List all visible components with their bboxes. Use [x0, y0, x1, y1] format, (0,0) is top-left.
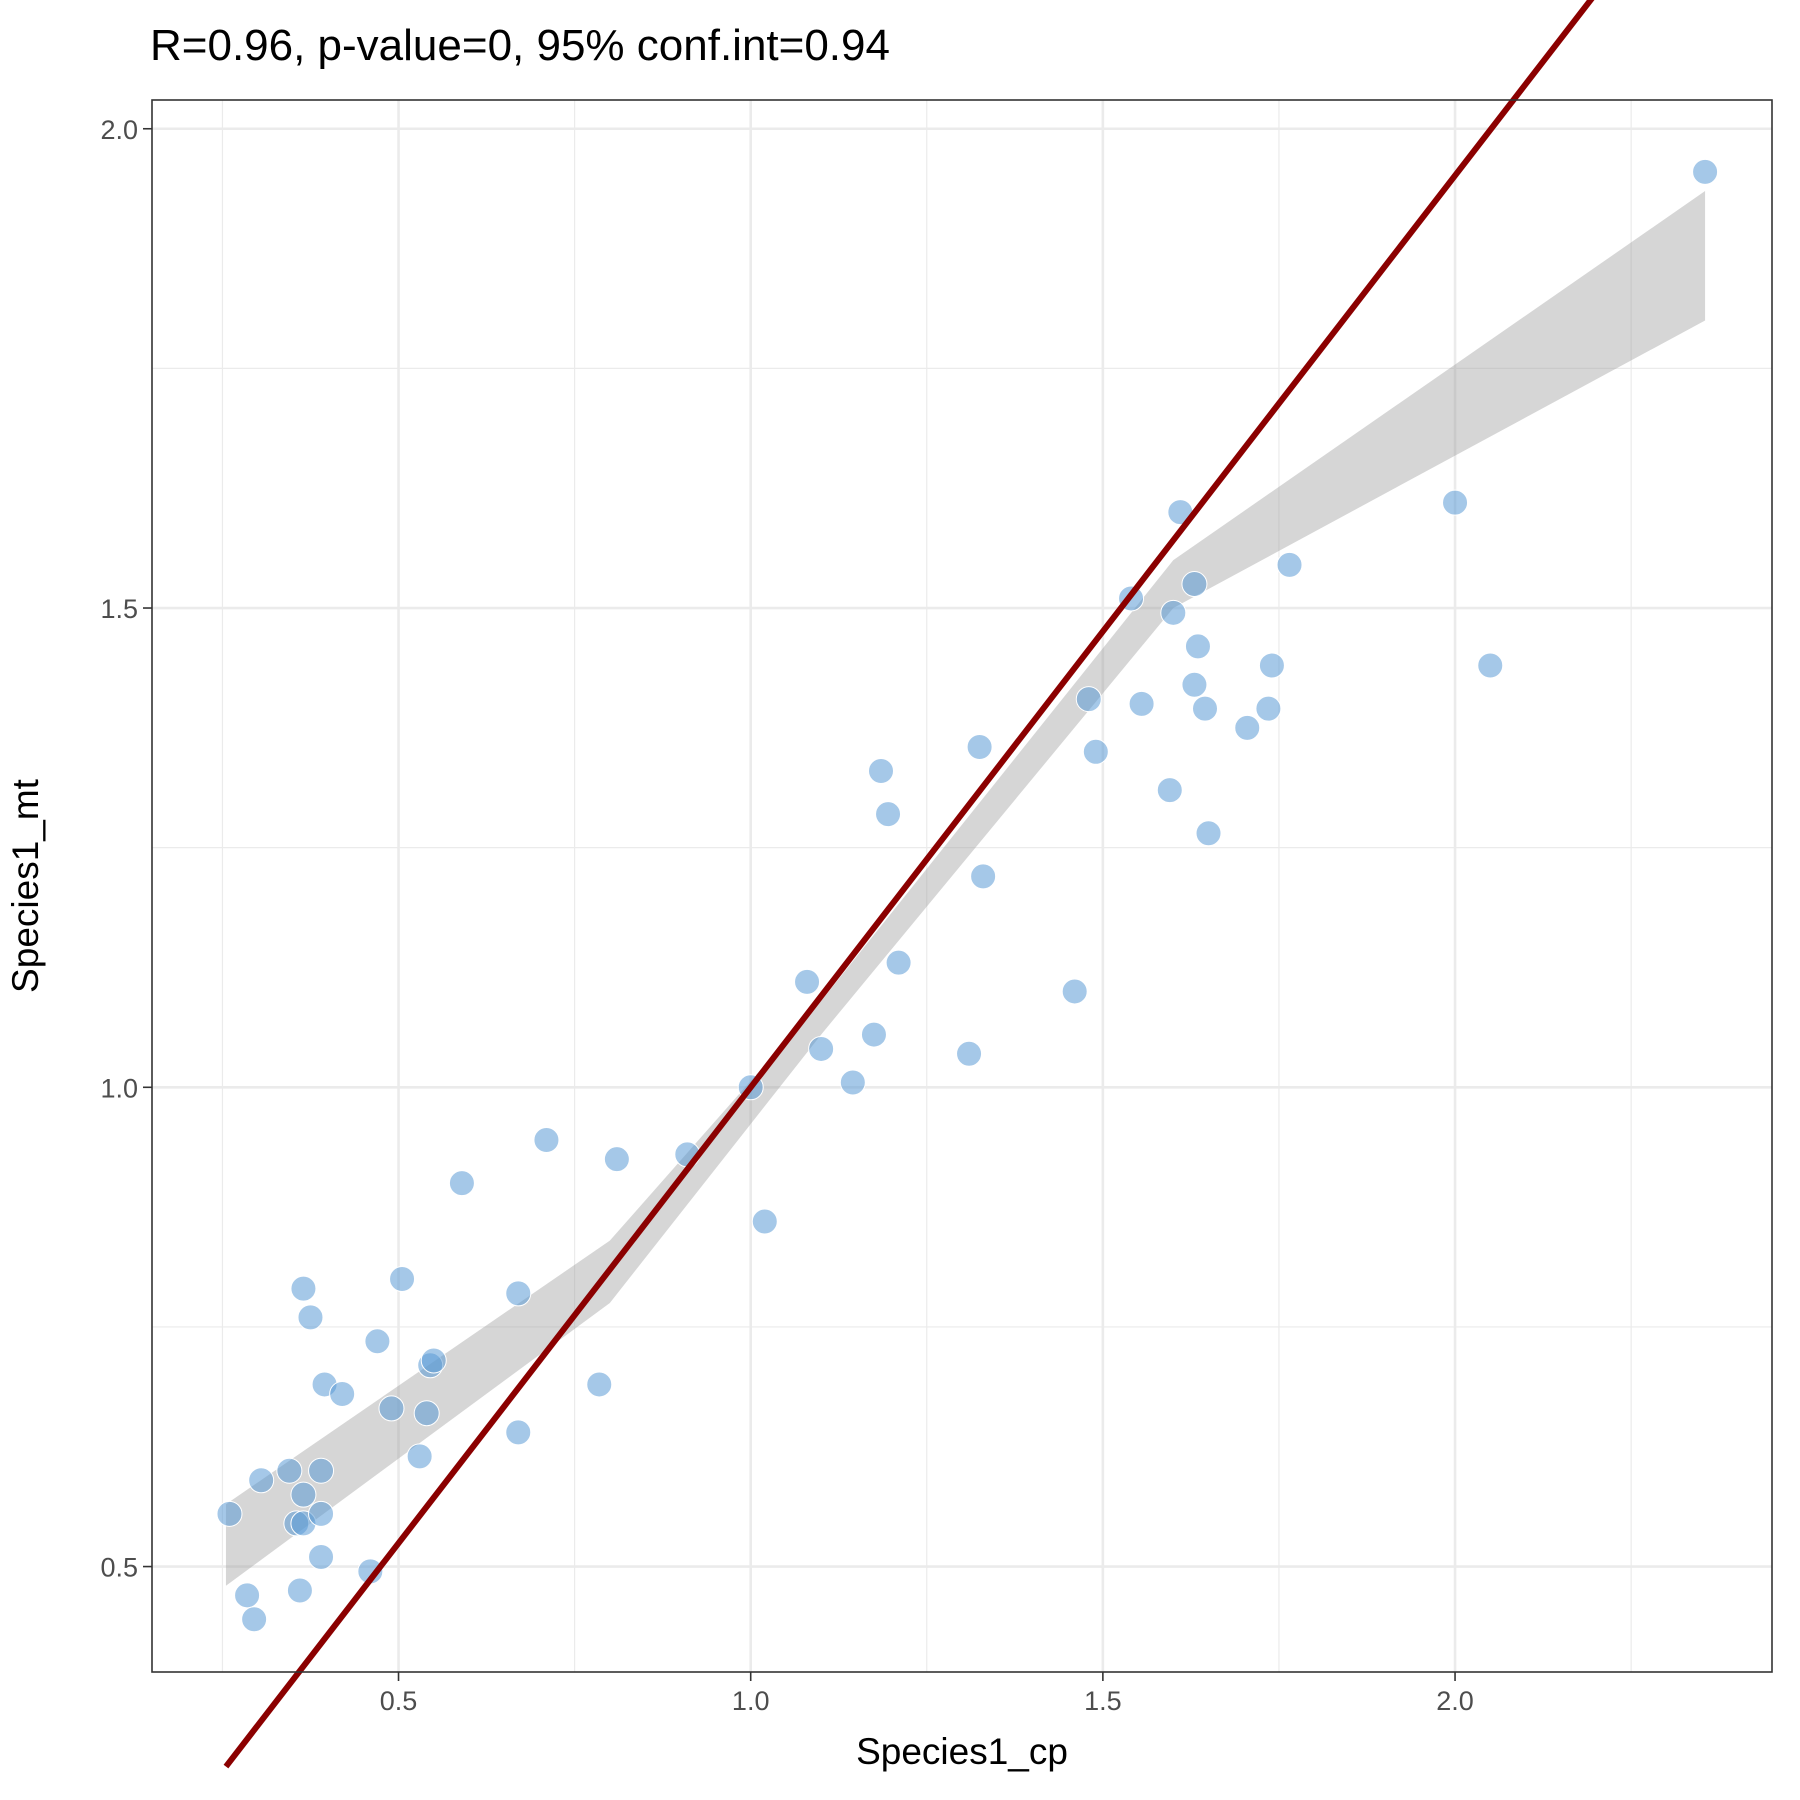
data-point: [216, 1500, 243, 1527]
x-tick-label: 2.0: [1436, 1686, 1474, 1716]
data-point: [448, 1170, 475, 1197]
x-tick-label: 1.0: [732, 1686, 770, 1716]
data-point: [875, 801, 902, 828]
data-point: [1156, 777, 1183, 804]
data-point: [286, 1577, 313, 1604]
data-point: [966, 734, 993, 761]
data-point: [276, 1457, 303, 1484]
data-points: [216, 158, 1719, 1633]
data-point: [308, 1457, 335, 1484]
data-point: [1181, 571, 1208, 598]
y-tick-label: 2.0: [100, 115, 138, 145]
data-point: [794, 968, 821, 995]
y-axis-title: Species1_mt: [5, 778, 46, 993]
regression-line-group: [223, 0, 1595, 1769]
data-point: [885, 949, 912, 976]
y-tick-label: 0.5: [100, 1553, 138, 1583]
data-point: [603, 1146, 630, 1173]
x-tick-label: 1.5: [1084, 1686, 1122, 1716]
regression-line: [223, 0, 1595, 1769]
data-point: [1692, 158, 1719, 185]
data-point: [378, 1395, 405, 1422]
data-point: [586, 1371, 613, 1398]
data-point: [839, 1069, 866, 1096]
plot-frame: [151, 99, 1773, 1673]
y-axis: 0.5 1.0 1.5 2.0: [100, 115, 152, 1583]
data-point: [1442, 489, 1469, 516]
data-point: [956, 1040, 983, 1067]
minor-gridlines: [152, 100, 1772, 1672]
data-point: [297, 1304, 324, 1331]
data-point: [364, 1328, 391, 1355]
data-point: [308, 1543, 335, 1570]
data-point: [505, 1280, 532, 1307]
data-point: [868, 757, 894, 784]
data-point: [808, 1035, 835, 1062]
data-point: [1184, 633, 1211, 660]
data-point: [329, 1381, 356, 1408]
y-tick-label: 1.0: [100, 1073, 138, 1103]
data-point: [1128, 690, 1155, 717]
x-axis: 0.5 1.0 1.5 2.0: [380, 1672, 1474, 1716]
data-point: [505, 1419, 532, 1446]
data-point: [1075, 686, 1102, 713]
data-point: [1061, 978, 1088, 1005]
plot-border: [151, 99, 1773, 1673]
chart-title: R=0.96, p-value=0, 95% conf.int=0.94: [150, 21, 890, 70]
x-axis-title: Species1_cp: [856, 1731, 1068, 1772]
data-point: [241, 1606, 268, 1633]
data-point: [290, 1481, 317, 1508]
data-point: [389, 1266, 416, 1292]
data-point: [420, 1347, 447, 1374]
data-point: [406, 1443, 433, 1470]
data-point: [1276, 551, 1303, 578]
data-point: [1181, 671, 1208, 698]
data-point: [308, 1500, 335, 1527]
data-point: [248, 1467, 275, 1494]
data-point: [751, 1208, 778, 1235]
data-point: [290, 1275, 317, 1302]
data-point: [1160, 599, 1187, 626]
major-gridlines: [152, 100, 1772, 1672]
data-point: [1234, 714, 1261, 741]
data-point: [1082, 738, 1109, 765]
data-point: [1477, 652, 1504, 679]
data-point: [413, 1400, 440, 1427]
data-point: [234, 1582, 261, 1609]
y-tick-label: 1.5: [100, 594, 138, 624]
confidence-band: [225, 191, 1706, 1586]
confidence-band-area: [225, 191, 1706, 1586]
data-point: [1255, 695, 1282, 722]
data-point: [970, 863, 997, 890]
data-point: [533, 1127, 560, 1154]
data-point: [1195, 820, 1222, 847]
data-point: [1258, 652, 1285, 679]
x-tick-label: 0.5: [380, 1686, 418, 1716]
data-point: [1192, 695, 1218, 722]
data-point: [860, 1021, 887, 1048]
